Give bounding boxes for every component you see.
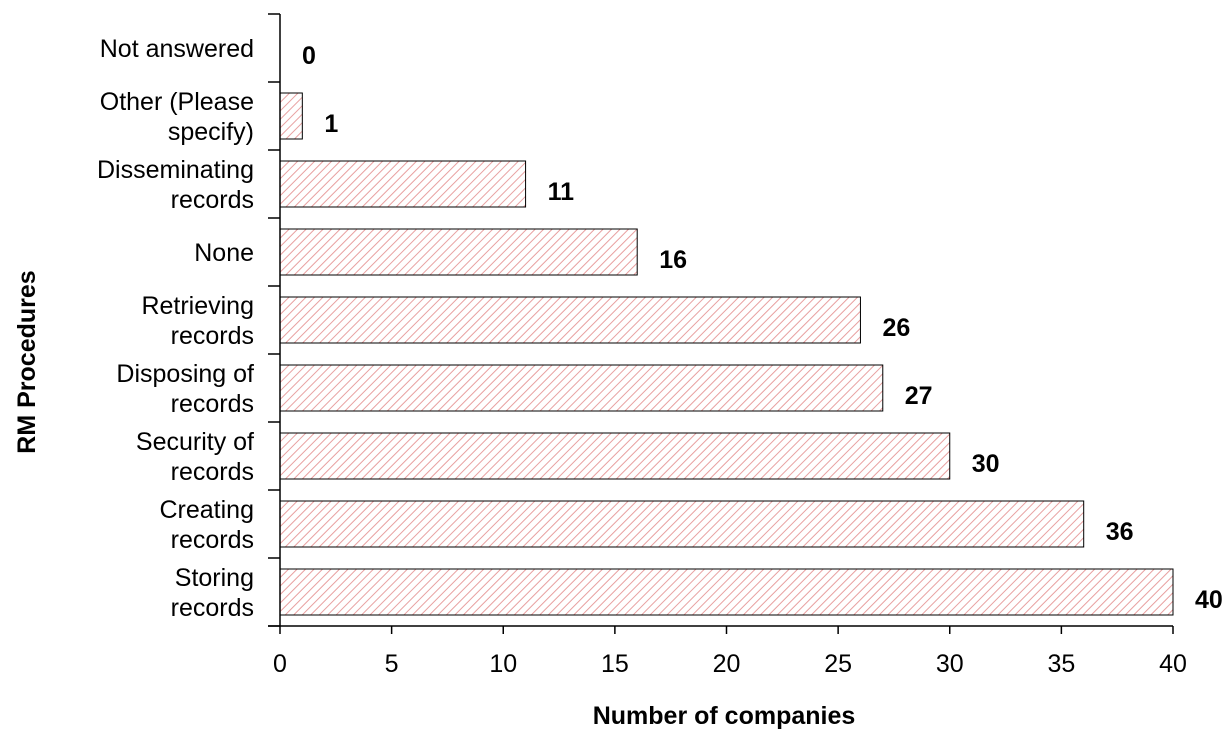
data-label: 36 <box>1106 518 1134 546</box>
category-label: Security of records <box>136 428 254 486</box>
labels-layer: 40 Storing records 36 Creating records 30 Secur… <box>97 35 1223 622</box>
category-label: Retrieving records <box>141 292 254 350</box>
data-label: 27 <box>905 382 933 410</box>
category-label: Storing records <box>171 564 254 622</box>
x-tick-label: 35 <box>1047 650 1075 678</box>
category-label: None <box>194 239 254 267</box>
axes: 0 5 10 15 20 25 30 35 40 <box>268 13 1187 678</box>
x-tick-label: 10 <box>489 650 517 678</box>
bar <box>279 92 303 140</box>
x-tick-label: 0 <box>273 650 287 678</box>
bar <box>279 432 951 480</box>
data-label: 30 <box>972 450 1000 478</box>
x-tick-label: 25 <box>824 650 852 678</box>
category-label: Creating records <box>160 496 255 554</box>
bar <box>279 296 861 344</box>
data-label: 16 <box>659 246 687 274</box>
bar <box>279 364 884 412</box>
x-axis-title: Number of companies <box>593 702 856 729</box>
data-label: 0 <box>302 42 316 70</box>
x-tick-label: 15 <box>601 650 629 678</box>
x-tick-label: 40 <box>1159 650 1187 678</box>
data-label: 1 <box>324 110 338 138</box>
data-label: 40 <box>1195 586 1223 614</box>
x-tick-label: 20 <box>713 650 741 678</box>
category-label: Disposing of records <box>116 360 254 418</box>
category-label: Not answered <box>100 35 254 63</box>
bar <box>279 160 527 208</box>
category-label: Disseminating records <box>97 156 254 214</box>
bar <box>279 568 1174 616</box>
data-label: 11 <box>548 178 575 206</box>
bars-layer <box>279 92 1174 616</box>
bar <box>279 228 638 276</box>
y-axis-title: RM Procedures <box>13 270 41 453</box>
data-label: 26 <box>882 314 910 342</box>
category-label: Other (Please specify) <box>100 88 254 146</box>
x-tick-label: 5 <box>385 650 399 678</box>
x-tick-label: 30 <box>936 650 964 678</box>
bar <box>279 500 1085 548</box>
